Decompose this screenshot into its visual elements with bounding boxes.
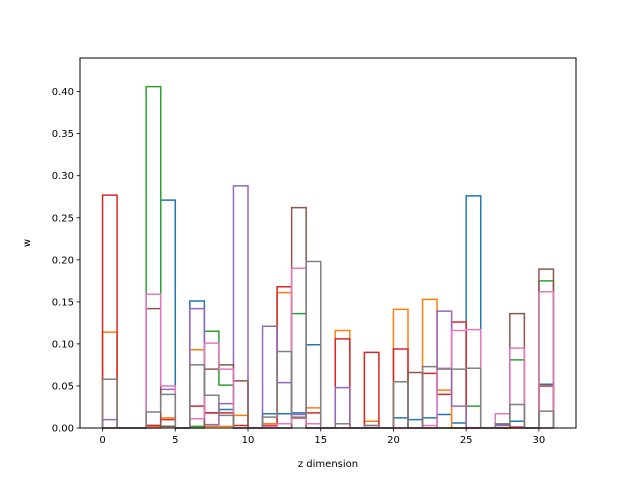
x-tick-label: 10 (242, 435, 255, 446)
y-tick-label: 0.35 (52, 129, 74, 140)
plot-area (80, 58, 576, 428)
x-tick-label: 25 (460, 435, 473, 446)
axes-layer: 0 5 10 15 20 25 30 0.00 0.05 0.10 0.15 0.20 0.25 0.30… (52, 87, 546, 446)
x-axis-label: z dimension (298, 459, 358, 470)
y-axis-label: w (22, 239, 33, 247)
x-tick-label: 0 (99, 435, 105, 446)
y-tick-label: 0.25 (52, 213, 74, 224)
y-tick-label: 0.30 (52, 171, 74, 182)
y-tick-label: 0.15 (52, 297, 74, 308)
x-tick-label: 5 (172, 435, 178, 446)
y-tick-label: 0.20 (52, 255, 74, 266)
y-tick-label: 0.05 (52, 381, 74, 392)
y-tick-label: 0.40 (52, 87, 74, 98)
y-tick-label: 0.10 (52, 339, 74, 350)
y-tick-label: 0.00 (52, 424, 74, 435)
plot-frame (79, 57, 577, 429)
x-tick-label: 15 (314, 435, 327, 446)
x-tick-label: 20 (387, 435, 400, 446)
x-tick-label: 30 (533, 435, 546, 446)
